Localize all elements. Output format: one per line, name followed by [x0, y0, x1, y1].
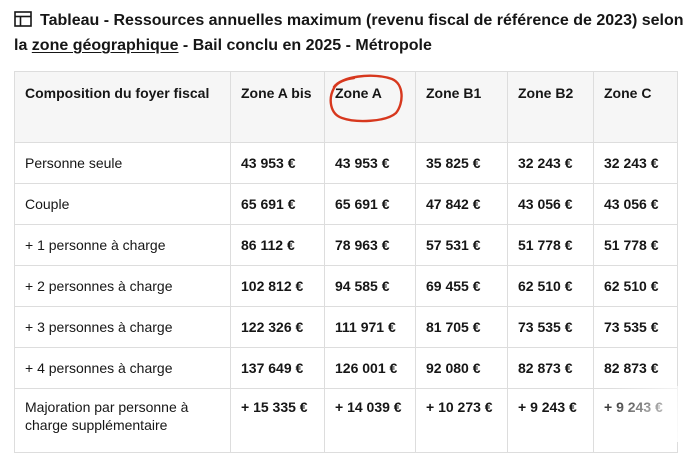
table-row: Couple 65 691 € 65 691 € 47 842 € 43 056…: [14, 183, 678, 225]
table-row: + 4 personnes à charge 137 649 € 126 001…: [14, 347, 678, 389]
cell-value: 51 778 €: [507, 224, 594, 266]
cell-value: 111 971 €: [324, 306, 416, 348]
cell-value: 51 778 €: [593, 224, 678, 266]
row-label: + 2 personnes à charge: [14, 265, 231, 307]
cell-value: 65 691 €: [230, 183, 325, 225]
cell-value: + 9 243 €: [593, 388, 678, 453]
table-row: Personne seule 43 953 € 43 953 € 35 825 …: [14, 142, 678, 184]
header-zone-a: Zone A: [324, 71, 416, 143]
cell-value: 122 326 €: [230, 306, 325, 348]
table-row: + 1 personne à charge 86 112 € 78 963 € …: [14, 224, 678, 266]
cell-value: 102 812 €: [230, 265, 325, 307]
title-suffix: - Bail conclu en 2025 - Métropole: [178, 37, 432, 54]
table-row: + 2 personnes à charge 102 812 € 94 585 …: [14, 265, 678, 307]
cell-value: 43 953 €: [230, 142, 325, 184]
cell-value: + 9 243 €: [507, 388, 594, 453]
row-label: Couple: [14, 183, 231, 225]
header-zone-b2: Zone B2: [507, 71, 594, 143]
cell-value: 94 585 €: [324, 265, 416, 307]
row-label: + 4 personnes à charge: [14, 347, 231, 389]
cell-value: 81 705 €: [415, 306, 508, 348]
cell-value: 82 873 €: [507, 347, 594, 389]
cell-value: 69 455 €: [415, 265, 508, 307]
table-icon: [14, 10, 32, 27]
resources-table: Composition du foyer fiscal Zone A bis Z…: [14, 71, 678, 453]
row-label: + 1 personne à charge: [14, 224, 231, 266]
header-zone-a-bis: Zone A bis: [230, 71, 325, 143]
cell-value: 86 112 €: [230, 224, 325, 266]
cell-value: 62 510 €: [593, 265, 678, 307]
cell-value: + 14 039 €: [324, 388, 416, 453]
header-zone-b1: Zone B1: [415, 71, 508, 143]
cell-value: 65 691 €: [324, 183, 416, 225]
cell-value: 82 873 €: [593, 347, 678, 389]
header-composition: Composition du foyer fiscal: [14, 71, 231, 143]
cell-value: 43 056 €: [593, 183, 678, 225]
cell-value: 73 535 €: [507, 306, 594, 348]
cell-value: + 15 335 €: [230, 388, 325, 453]
table-header-row: Composition du foyer fiscal Zone A bis Z…: [14, 71, 678, 143]
cell-value: 43 953 €: [324, 142, 416, 184]
table-row: + 3 personnes à charge 122 326 € 111 971…: [14, 306, 678, 348]
cell-value: 92 080 €: [415, 347, 508, 389]
title-prefix: Tableau - Ressources annuelles maximum (…: [14, 12, 684, 54]
row-label: + 3 personnes à charge: [14, 306, 231, 348]
table-row: Majoration par personne à charge supplém…: [14, 388, 678, 453]
row-label: Personne seule: [14, 142, 231, 184]
cell-value: + 10 273 €: [415, 388, 508, 453]
cell-value: 62 510 €: [507, 265, 594, 307]
header-zone-c: Zone C: [593, 71, 678, 143]
cell-value: 78 963 €: [324, 224, 416, 266]
cell-value: 137 649 €: [230, 347, 325, 389]
table-title: Tableau - Ressources annuelles maximum (…: [14, 8, 684, 58]
cell-value: 32 243 €: [593, 142, 678, 184]
cell-value: 126 001 €: [324, 347, 416, 389]
cell-value: 73 535 €: [593, 306, 678, 348]
cell-value: 47 842 €: [415, 183, 508, 225]
zone-geographique-link[interactable]: zone géographique: [31, 37, 179, 54]
cell-value: 43 056 €: [507, 183, 594, 225]
cell-value: 32 243 €: [507, 142, 594, 184]
row-label: Majoration par personne à charge supplém…: [14, 388, 231, 453]
cell-value: 57 531 €: [415, 224, 508, 266]
cell-value: 35 825 €: [415, 142, 508, 184]
